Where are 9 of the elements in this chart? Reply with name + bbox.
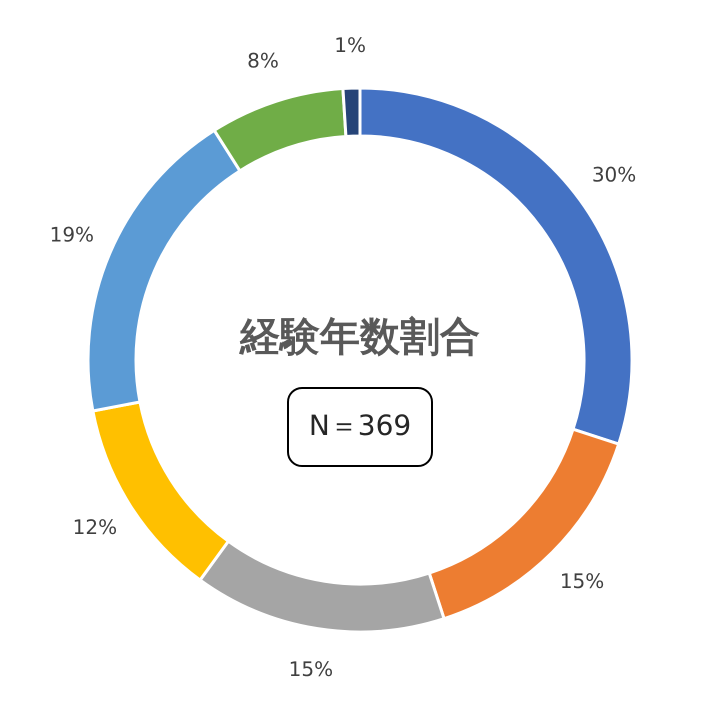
data-label: 30% [592, 162, 636, 186]
data-label: 12% [72, 515, 118, 540]
data-label: 1% [334, 33, 366, 58]
data-label: 19% [50, 222, 94, 246]
text: N＝369 [308, 409, 412, 442]
data-label: 15% [560, 569, 604, 594]
text: 経験年数割合 [239, 314, 480, 360]
data-label: 15% [288, 657, 334, 682]
data-label: 8% [247, 48, 279, 72]
